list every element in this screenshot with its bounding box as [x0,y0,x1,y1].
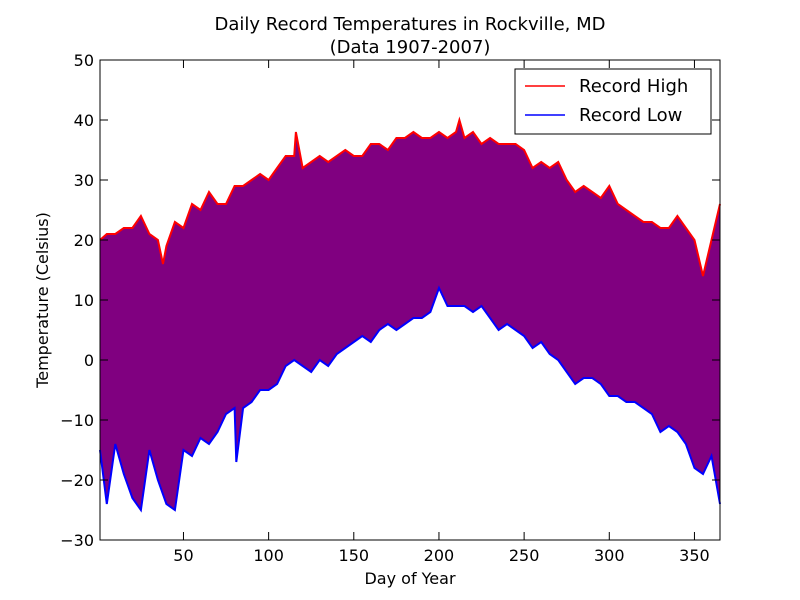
y-tick-label: 50 [74,51,94,70]
record-low-line [99,285,721,513]
x-tick-label: 50 [173,546,193,565]
x-axis-label: Day of Year [364,569,455,588]
chart-title: Daily Record Temperatures in Rockville, … [214,14,605,35]
y-tick-label: 10 [74,291,94,310]
legend-record-low-label: Record Low [579,105,682,126]
y-tick-label: 0 [84,351,94,370]
y-axis-ticks: −30 −20 −10 0 10 20 30 40 50 [60,51,720,550]
x-tick-label: 100 [253,546,284,565]
y-axis-label: Temperature (Celsius) [33,212,52,389]
record-high-line [99,116,721,277]
x-axis-ticks: 50 100 150 200 250 300 350 [173,60,710,565]
x-tick-label: 250 [509,546,540,565]
temperature-range-fill [100,120,720,510]
legend-box [514,68,712,135]
y-tick-label: 40 [74,111,94,130]
x-tick-label: 350 [679,546,710,565]
y-tick-label: −20 [60,471,94,490]
x-tick-label: 150 [339,546,370,565]
chart-subtitle: (Data 1907-2007) [330,37,491,58]
legend-record-high-label: Record High [579,76,688,97]
y-tick-label: 30 [74,171,94,190]
x-tick-label: 300 [594,546,625,565]
y-tick-label: −30 [60,531,94,550]
y-tick-label: 20 [74,231,94,250]
y-tick-label: −10 [60,411,94,430]
legend: Record High Record Low [514,68,712,135]
x-tick-label: 200 [424,546,455,565]
